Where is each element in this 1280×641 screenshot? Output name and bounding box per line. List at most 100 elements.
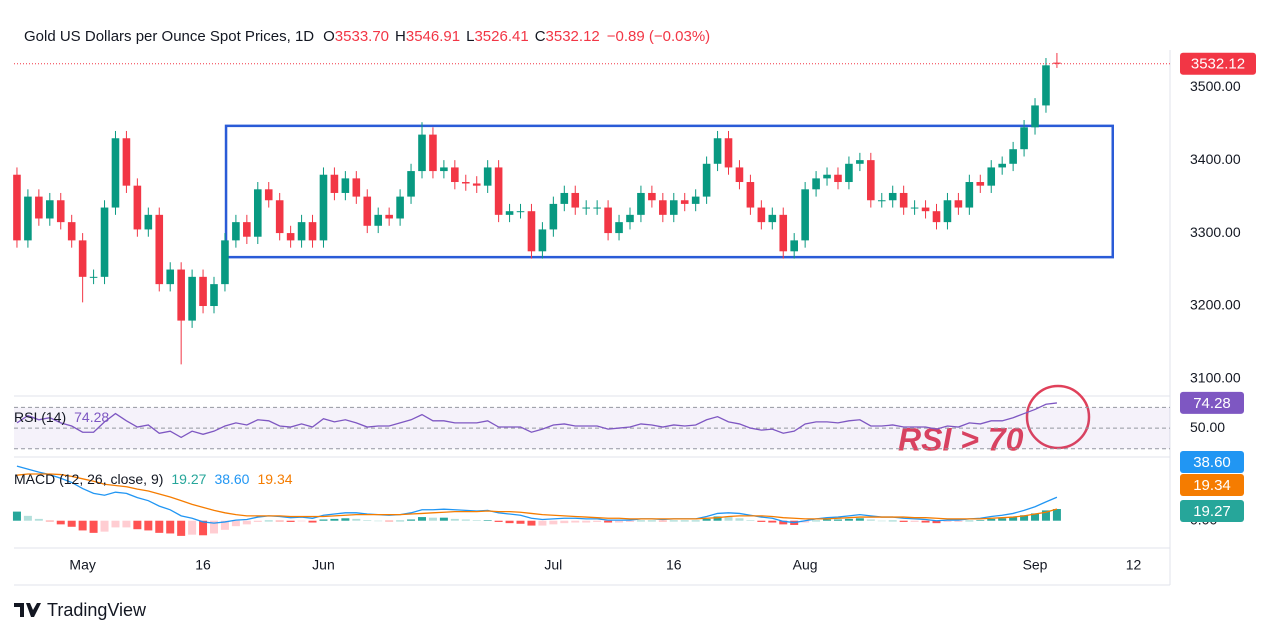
ohlc-value: 3533.70 <box>335 28 389 45</box>
macd-histogram-bar <box>888 520 897 522</box>
macd-histogram-bar <box>396 520 405 522</box>
macd-histogram-bar <box>428 517 437 521</box>
macd-histogram-bar <box>56 520 65 525</box>
x-tick-label: Jul <box>544 557 562 573</box>
y-tick-label: 3300.00 <box>1190 224 1241 240</box>
candle-body <box>418 134 426 172</box>
macd-label: MACD (12, 26, close, 9) <box>14 471 163 487</box>
candle-body <box>615 222 623 234</box>
candle-body <box>243 222 251 237</box>
candle-body <box>867 160 875 201</box>
macd-histogram-bar <box>319 519 328 521</box>
macd-histogram-bar <box>768 520 777 523</box>
macd-histogram-bar <box>965 520 974 522</box>
macd-histogram-bar <box>210 520 219 534</box>
macd-histogram-bar <box>111 520 120 528</box>
candle-body <box>319 174 328 241</box>
chart-title: Gold US Dollars per Ounce Spot Prices, 1… <box>24 28 314 45</box>
candle-body <box>330 174 339 193</box>
macd-histogram-bar <box>352 518 361 521</box>
candle-body <box>943 200 952 223</box>
candle-body <box>987 167 996 186</box>
macd-histogram-bar <box>188 520 197 535</box>
candle-body <box>560 192 569 204</box>
candle-body <box>341 178 350 193</box>
macd-histogram-bar <box>560 520 569 524</box>
candle-body <box>188 276 196 321</box>
candle-body <box>24 196 32 241</box>
candle-body <box>910 207 919 209</box>
candle-body <box>221 240 229 285</box>
candle-body <box>735 167 744 183</box>
candle-body <box>856 160 864 164</box>
rsi-header: RSI (14) 74.28 <box>14 409 109 425</box>
macd-histogram-bar <box>417 517 426 521</box>
macd-histogram-bar <box>12 511 21 521</box>
macd-histogram-bar <box>604 520 613 523</box>
macd-line-value: 38.60 <box>214 471 249 487</box>
macd-histogram-bar <box>658 520 667 522</box>
macd-histogram-bar <box>987 518 996 521</box>
macd-histogram-bar <box>571 520 580 523</box>
macd-histogram-bar <box>1020 515 1029 521</box>
candle-body <box>954 200 963 208</box>
macd-histogram-bar <box>166 520 175 534</box>
candle-body <box>177 269 185 321</box>
macd-histogram-bar <box>177 520 186 536</box>
macd-histogram-bar <box>910 520 919 522</box>
macd-histogram-bar <box>801 520 810 523</box>
macd-badge <box>1180 451 1244 473</box>
macd-histogram-bar <box>472 520 481 521</box>
candle-body <box>998 163 1006 168</box>
candle-body <box>669 200 678 215</box>
brand-name: TradingView <box>47 600 147 620</box>
candle-body <box>374 214 383 226</box>
candle-body <box>1009 149 1017 164</box>
macd-histogram-bar <box>275 520 284 522</box>
macd-histogram-bar <box>735 518 744 521</box>
candle-body <box>691 196 700 204</box>
macd-histogram-bar <box>855 518 864 521</box>
macd-histogram-bar <box>932 520 941 524</box>
macd-badge-label: 38.60 <box>1193 454 1231 471</box>
macd-histogram-bar <box>538 520 547 526</box>
candle-body <box>505 211 514 215</box>
macd-histogram-bar <box>877 520 886 522</box>
candle-body <box>877 200 886 202</box>
candle-body <box>472 183 481 186</box>
macd-histogram-bar <box>713 516 722 521</box>
macd-histogram-bar <box>505 520 514 524</box>
candle-body <box>13 174 21 241</box>
macd-histogram-bar <box>549 520 558 525</box>
candle-body <box>713 138 722 164</box>
candle-body <box>659 200 667 215</box>
candle-body <box>166 269 175 285</box>
macd-histogram-bar <box>297 520 306 522</box>
macd-histogram-bar <box>439 517 448 521</box>
candle-body <box>232 222 240 241</box>
macd-histogram-bar <box>625 520 634 522</box>
macd-histogram-bar <box>374 520 383 522</box>
macd-histogram-bar <box>100 520 109 532</box>
macd-histogram-bar <box>242 520 251 525</box>
candle-body <box>100 207 109 277</box>
candle-body <box>768 214 777 223</box>
candle-body <box>440 167 448 172</box>
macd-histogram-bar <box>943 520 952 522</box>
candle-body <box>680 200 689 204</box>
candle-body <box>494 167 503 215</box>
brand-logo <box>14 603 41 617</box>
candle-body <box>779 214 788 252</box>
macd-histogram-bar <box>680 520 689 522</box>
macd-badge-label: 19.27 <box>1193 503 1231 520</box>
y-tick-label: 3400.00 <box>1190 151 1241 167</box>
ohlc-value: 3526.41 <box>474 28 528 45</box>
macd-histogram-bar <box>308 520 317 523</box>
candle-body <box>35 196 43 219</box>
macd-histogram-bar <box>286 520 295 522</box>
candle-body <box>549 203 558 230</box>
candle-body <box>363 196 372 226</box>
candle-body <box>921 207 930 212</box>
price-change: −0.89 (−0.03%) <box>607 28 710 45</box>
y-tick-label: 3100.00 <box>1190 370 1241 386</box>
